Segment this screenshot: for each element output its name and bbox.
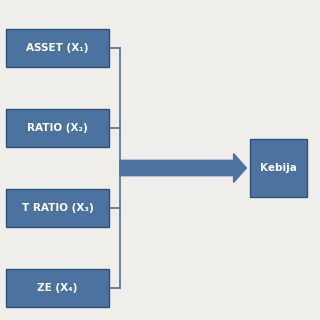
Text: ZE (X₄): ZE (X₄) [37, 283, 78, 293]
FancyBboxPatch shape [6, 109, 109, 147]
FancyArrow shape [120, 154, 246, 182]
Text: ASSET (X₁): ASSET (X₁) [26, 43, 89, 53]
FancyBboxPatch shape [6, 29, 109, 67]
FancyBboxPatch shape [6, 269, 109, 307]
Text: T RATIO (X₃): T RATIO (X₃) [22, 203, 93, 213]
Text: Kebija: Kebija [260, 163, 297, 173]
Text: RATIO (X₂): RATIO (X₂) [27, 123, 88, 133]
FancyBboxPatch shape [250, 139, 307, 197]
FancyBboxPatch shape [6, 189, 109, 227]
